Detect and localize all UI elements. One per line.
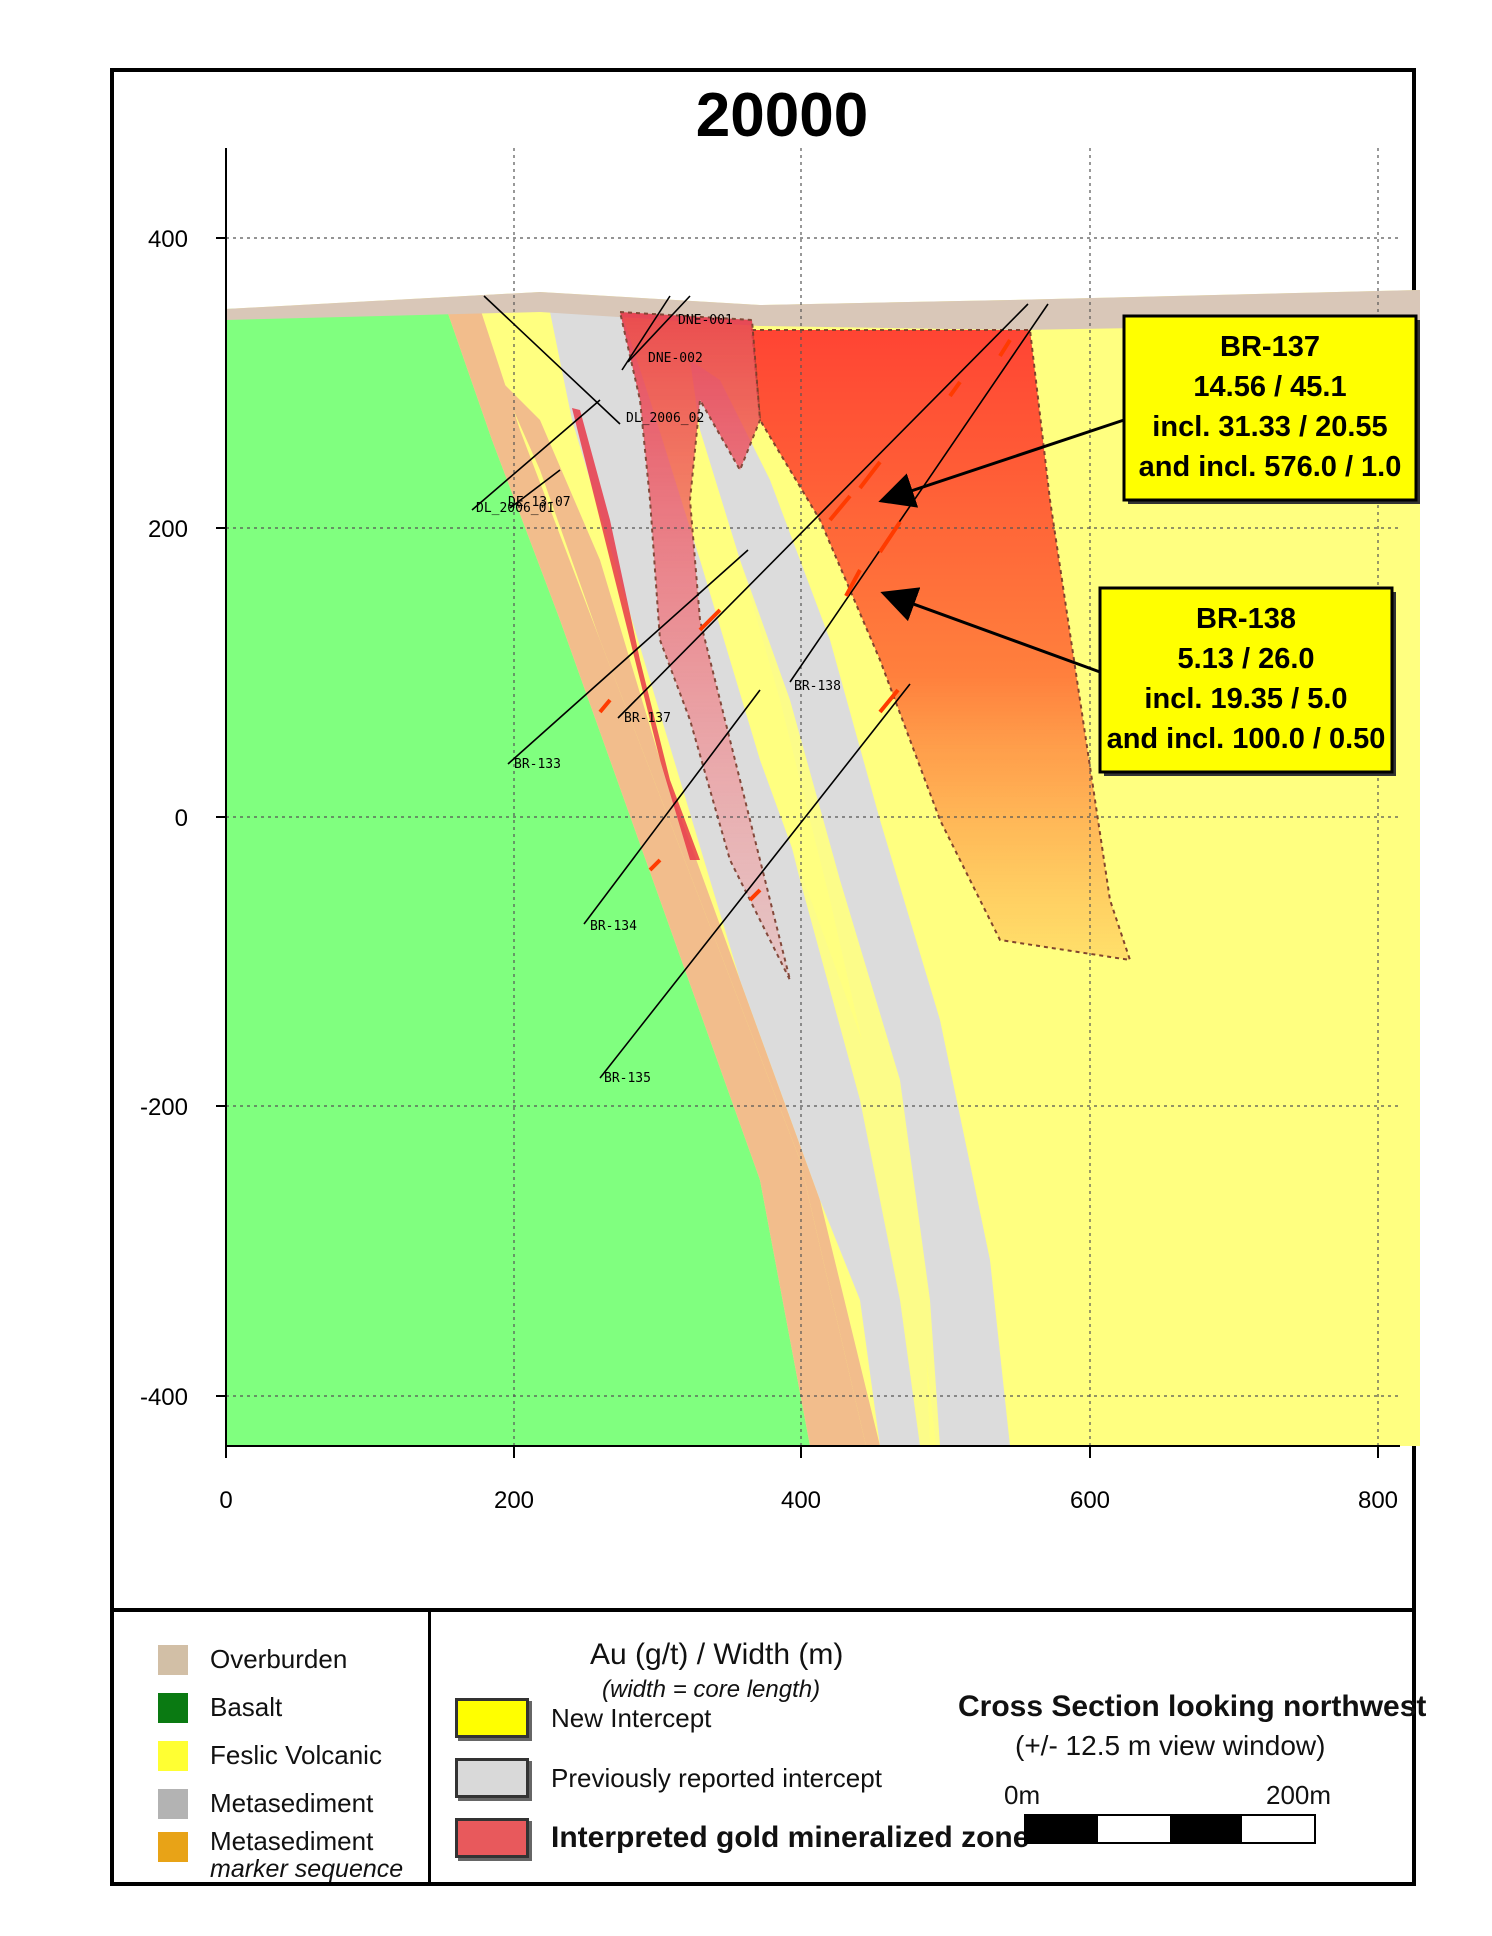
- legend-mineralized-zone: Interpreted gold mineralized zone: [455, 1818, 1029, 1858]
- legend-label: Interpreted gold mineralized zone: [551, 1821, 1030, 1854]
- callout-line: and incl. 100.0 / 0.50: [1107, 723, 1386, 755]
- swatch: [158, 1645, 188, 1675]
- drill-hole-label: DL_2006_02: [626, 411, 704, 426]
- callout-br-137: BR-137 14.56 / 45.1 incl. 31.33 / 20.55 …: [878, 314, 1420, 508]
- callout-hole: BR-138: [1196, 603, 1296, 635]
- marker-sequence-unit-2: [500, 380, 880, 1446]
- x-tick-label: 600: [1070, 1487, 1110, 1514]
- legend-previous-intercept: Previously reported intercept: [455, 1758, 882, 1798]
- scale-end-label: 200m: [1266, 1780, 1332, 1810]
- basalt-unit: [226, 302, 810, 1446]
- view-window: (+/- 12.5 m view window): [1015, 1730, 1326, 1761]
- legend-new-intercept: New Intercept: [455, 1698, 711, 1738]
- legend-basalt: Basalt: [158, 1688, 282, 1728]
- y-tick-label: -400: [140, 1384, 188, 1411]
- legend-overburden: Overburden: [158, 1640, 347, 1680]
- metasediment-unit-2: [690, 360, 1010, 1446]
- drill-hole-label: DNE-002: [648, 351, 703, 366]
- legend-divider: [428, 1612, 431, 1886]
- y-tick-label: 200: [148, 516, 188, 543]
- drill-hole-label: BR-133: [514, 757, 561, 772]
- y-tick-label: 400: [148, 226, 188, 253]
- legend-label: Metasediment: [210, 1826, 374, 1856]
- drill-hole-label: DNE-001: [678, 313, 733, 328]
- legend-metasediment: Metasediment: [158, 1784, 373, 1824]
- callout-line: incl. 19.35 / 5.0: [1144, 683, 1347, 715]
- legend-panel: Overburden Basalt Feslic Volcanic Metase…: [110, 1608, 1426, 1886]
- drill-hole-traces: [471, 295, 1049, 1079]
- swatch: [158, 1741, 188, 1771]
- marker-sequence-unit: [444, 302, 866, 1446]
- drill-hole-label: BR-138: [794, 679, 841, 694]
- drill-hole-label: BR-135: [604, 1071, 651, 1086]
- intercepts-subtitle: (width = core length): [602, 1676, 821, 1703]
- scale-bar: [1024, 1814, 1316, 1844]
- callout-line: 5.13 / 26.0: [1177, 643, 1314, 675]
- callout-br-138: BR-138 5.13 / 26.0 incl. 19.35 / 5.0 and…: [880, 586, 1396, 776]
- section-orientation: Cross Section looking northwest: [958, 1690, 1427, 1723]
- x-tick-label: 400: [781, 1487, 821, 1514]
- x-tick-labels: 0 200 400 600 800: [219, 1487, 1398, 1514]
- legend-label: Basalt: [210, 1692, 283, 1723]
- overburden-unit: [226, 290, 1420, 330]
- legend-label: Overburden: [210, 1644, 348, 1675]
- swatch: [158, 1832, 188, 1862]
- drill-hole-label: DL_2006_01: [476, 501, 554, 516]
- legend-sublabel: marker sequence: [210, 1855, 404, 1884]
- mineralized-zone-west: [618, 310, 791, 981]
- swatch: [455, 1758, 529, 1798]
- y-tick-label: 0: [175, 805, 188, 832]
- legend-felsic: Feslic Volcanic: [158, 1736, 382, 1776]
- drill-hole-labels: DNE-001 DNE-002 DL_2006_02 DL_2006_01 DE…: [476, 313, 841, 1086]
- drill-hole-label: BR-137: [624, 711, 671, 726]
- legend-label: New Intercept: [551, 1702, 712, 1733]
- metasediment-unit-3: [710, 520, 940, 1446]
- legend-label: Previously reported intercept: [551, 1762, 882, 1793]
- swatch: [158, 1693, 188, 1723]
- legend-label: Metasediment: [210, 1788, 374, 1819]
- geology-units: [226, 290, 1420, 1446]
- legend-marker-sequence: Metasediment marker sequence: [158, 1826, 403, 1883]
- axes: [216, 148, 1400, 1458]
- drill-hole-label: BR-134: [590, 919, 637, 934]
- callout-line: incl. 31.33 / 20.55: [1152, 411, 1387, 443]
- intercept-ticks: [598, 338, 1012, 902]
- y-tick-labels: 400 200 0 -200 -400: [140, 226, 188, 1411]
- scale-start-label: 0m: [1004, 1780, 1041, 1810]
- swatch: [455, 1698, 529, 1738]
- x-tick-label: 0: [219, 1487, 232, 1514]
- legend-label: Feslic Volcanic: [210, 1740, 382, 1771]
- swatch: [455, 1818, 529, 1858]
- drill-hole-label: DE-13-07: [508, 495, 571, 510]
- x-tick-label: 800: [1358, 1487, 1398, 1514]
- callout-hole: BR-137: [1220, 331, 1320, 363]
- callout-line: and incl. 576.0 / 1.0: [1139, 451, 1402, 483]
- callout-line: 14.56 / 45.1: [1193, 371, 1346, 403]
- mineralized-zone-thin: [572, 408, 700, 860]
- y-tick-label: -200: [140, 1094, 188, 1121]
- x-tick-label: 200: [494, 1487, 534, 1514]
- section-title: 20000: [696, 81, 868, 150]
- intercepts-title: Au (g/t) / Width (m): [590, 1638, 844, 1671]
- swatch: [158, 1789, 188, 1819]
